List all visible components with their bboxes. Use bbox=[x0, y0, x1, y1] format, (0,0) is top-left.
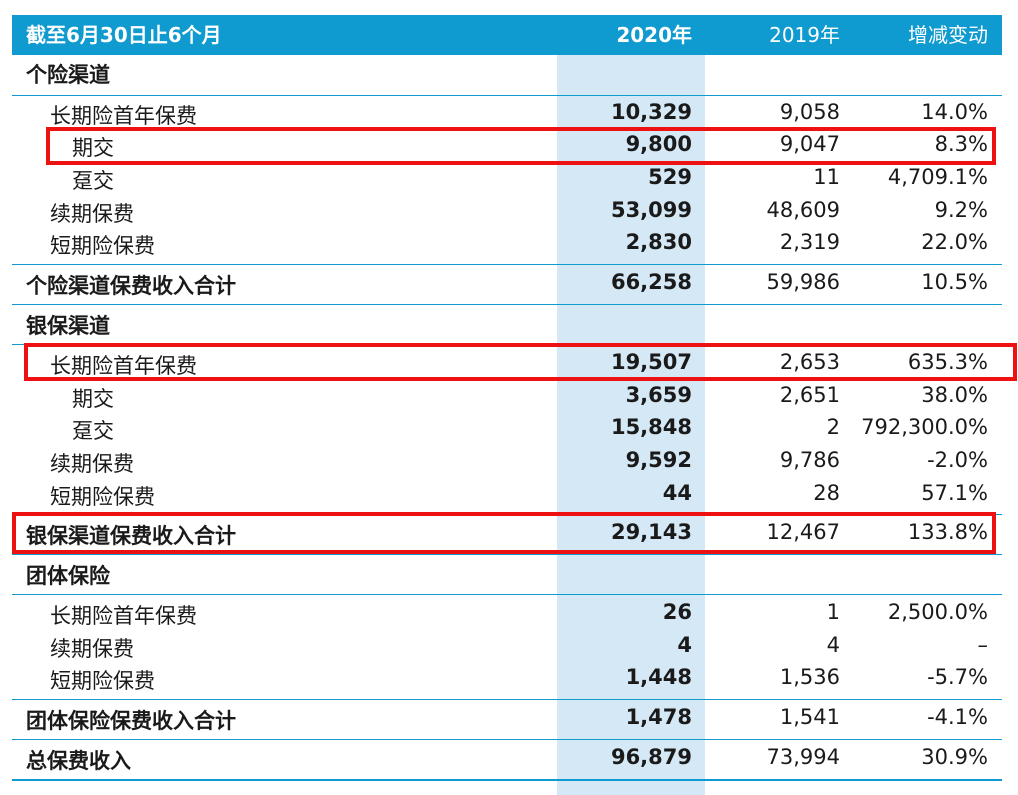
row-label: 团体保险保费收入合计 bbox=[26, 709, 236, 733]
row-label: 个险渠道保费收入合计 bbox=[26, 274, 236, 298]
row-label: 期交 bbox=[72, 387, 114, 411]
row-label: 短期险保费 bbox=[50, 485, 155, 509]
value-change: -5.7% bbox=[927, 665, 988, 689]
value-change: 4,709.1% bbox=[887, 165, 988, 189]
row-label: 长期险首年保费 bbox=[50, 354, 197, 378]
value-2020: 2,830 bbox=[625, 230, 692, 254]
value-change: 22.0% bbox=[921, 230, 988, 254]
value-2020: 26 bbox=[662, 600, 692, 624]
value-2020: 1,478 bbox=[625, 705, 692, 729]
value-2020: 4 bbox=[677, 633, 692, 657]
divider bbox=[12, 95, 1002, 96]
value-2020: 66,258 bbox=[610, 270, 692, 294]
value-2020: 44 bbox=[662, 481, 692, 505]
value-2019: 2,653 bbox=[779, 350, 840, 374]
header-period: 截至6月30日止6个月 bbox=[26, 23, 222, 47]
divider bbox=[12, 304, 1002, 305]
row-label: 期交 bbox=[72, 136, 114, 160]
value-2019: 9,047 bbox=[779, 132, 840, 156]
value-2020: 9,592 bbox=[625, 448, 692, 472]
value-2019: 9,058 bbox=[779, 100, 840, 124]
bottom-divider bbox=[12, 779, 1002, 781]
value-2019: 2,319 bbox=[779, 230, 840, 254]
value-2020: 1,448 bbox=[625, 665, 692, 689]
value-change: 38.0% bbox=[921, 383, 988, 407]
value-change: 2,500.0% bbox=[887, 600, 988, 624]
value-2019: 9,786 bbox=[779, 448, 840, 472]
value-2020: 3,659 bbox=[625, 383, 692, 407]
annotation-box-bancassurance-total bbox=[12, 512, 996, 554]
annotation-box-bancassurance-first-year bbox=[24, 343, 1017, 381]
value-2019: 1 bbox=[826, 600, 840, 624]
table-header: 截至6月30日止6个月 2020年 2019年 增减变动 bbox=[12, 15, 1002, 55]
row-label: 长期险首年保费 bbox=[50, 104, 197, 128]
value-2019: 12,467 bbox=[766, 520, 840, 544]
value-2020: 10,329 bbox=[610, 100, 692, 124]
row-label: 趸交 bbox=[72, 169, 114, 193]
annotation-box-regular-premium bbox=[46, 127, 996, 165]
divider bbox=[12, 554, 1002, 555]
value-2019: 2,651 bbox=[779, 383, 840, 407]
value-change: 57.1% bbox=[921, 481, 988, 505]
value-2020: 19,507 bbox=[610, 350, 692, 374]
row-label: 短期险保费 bbox=[50, 669, 155, 693]
value-change: 8.3% bbox=[934, 132, 988, 156]
section-title: 个险渠道 bbox=[26, 63, 110, 87]
header-2019: 2019年 bbox=[769, 23, 840, 47]
row-label: 总保费收入 bbox=[26, 749, 131, 773]
value-2019: 28 bbox=[813, 481, 840, 505]
value-2020: 29,143 bbox=[610, 520, 692, 544]
value-change: – bbox=[977, 633, 989, 657]
value-change: 792,300.0% bbox=[861, 415, 988, 439]
row-label: 短期险保费 bbox=[50, 234, 155, 258]
section-title: 团体保险 bbox=[26, 564, 110, 588]
value-2020: 9,800 bbox=[625, 132, 692, 156]
value-2019: 1,541 bbox=[779, 705, 840, 729]
value-2019: 59,986 bbox=[766, 270, 840, 294]
value-change: 9.2% bbox=[934, 198, 988, 222]
row-label: 长期险首年保费 bbox=[50, 604, 197, 628]
divider bbox=[12, 739, 1002, 740]
value-change: 133.8% bbox=[907, 520, 988, 544]
value-change: 14.0% bbox=[921, 100, 988, 124]
value-change: 10.5% bbox=[921, 270, 988, 294]
value-2019: 11 bbox=[813, 165, 840, 189]
value-2020: 96,879 bbox=[610, 745, 692, 769]
value-2020: 15,848 bbox=[610, 415, 692, 439]
row-label: 趸交 bbox=[72, 419, 114, 443]
header-change: 增减变动 bbox=[908, 23, 988, 47]
value-change: 30.9% bbox=[921, 745, 988, 769]
divider bbox=[12, 264, 1002, 265]
divider bbox=[12, 699, 1002, 700]
value-2019: 2 bbox=[826, 415, 840, 439]
row-label: 续期保费 bbox=[50, 452, 134, 476]
value-change: 635.3% bbox=[907, 350, 988, 374]
value-2019: 1,536 bbox=[779, 665, 840, 689]
value-2020: 53,099 bbox=[610, 198, 692, 222]
highlight-column-2020 bbox=[557, 55, 705, 795]
value-change: -4.1% bbox=[927, 705, 988, 729]
section-title: 银保渠道 bbox=[26, 314, 110, 338]
value-change: -2.0% bbox=[927, 448, 988, 472]
header-2020: 2020年 bbox=[616, 23, 692, 47]
row-label: 续期保费 bbox=[50, 637, 134, 661]
row-label: 银保渠道保费收入合计 bbox=[26, 524, 236, 548]
value-2020: 529 bbox=[648, 165, 692, 189]
row-label: 续期保费 bbox=[50, 202, 134, 226]
value-2019: 73,994 bbox=[766, 745, 840, 769]
value-2019: 48,609 bbox=[766, 198, 840, 222]
value-2019: 4 bbox=[826, 633, 840, 657]
divider bbox=[12, 594, 1002, 595]
